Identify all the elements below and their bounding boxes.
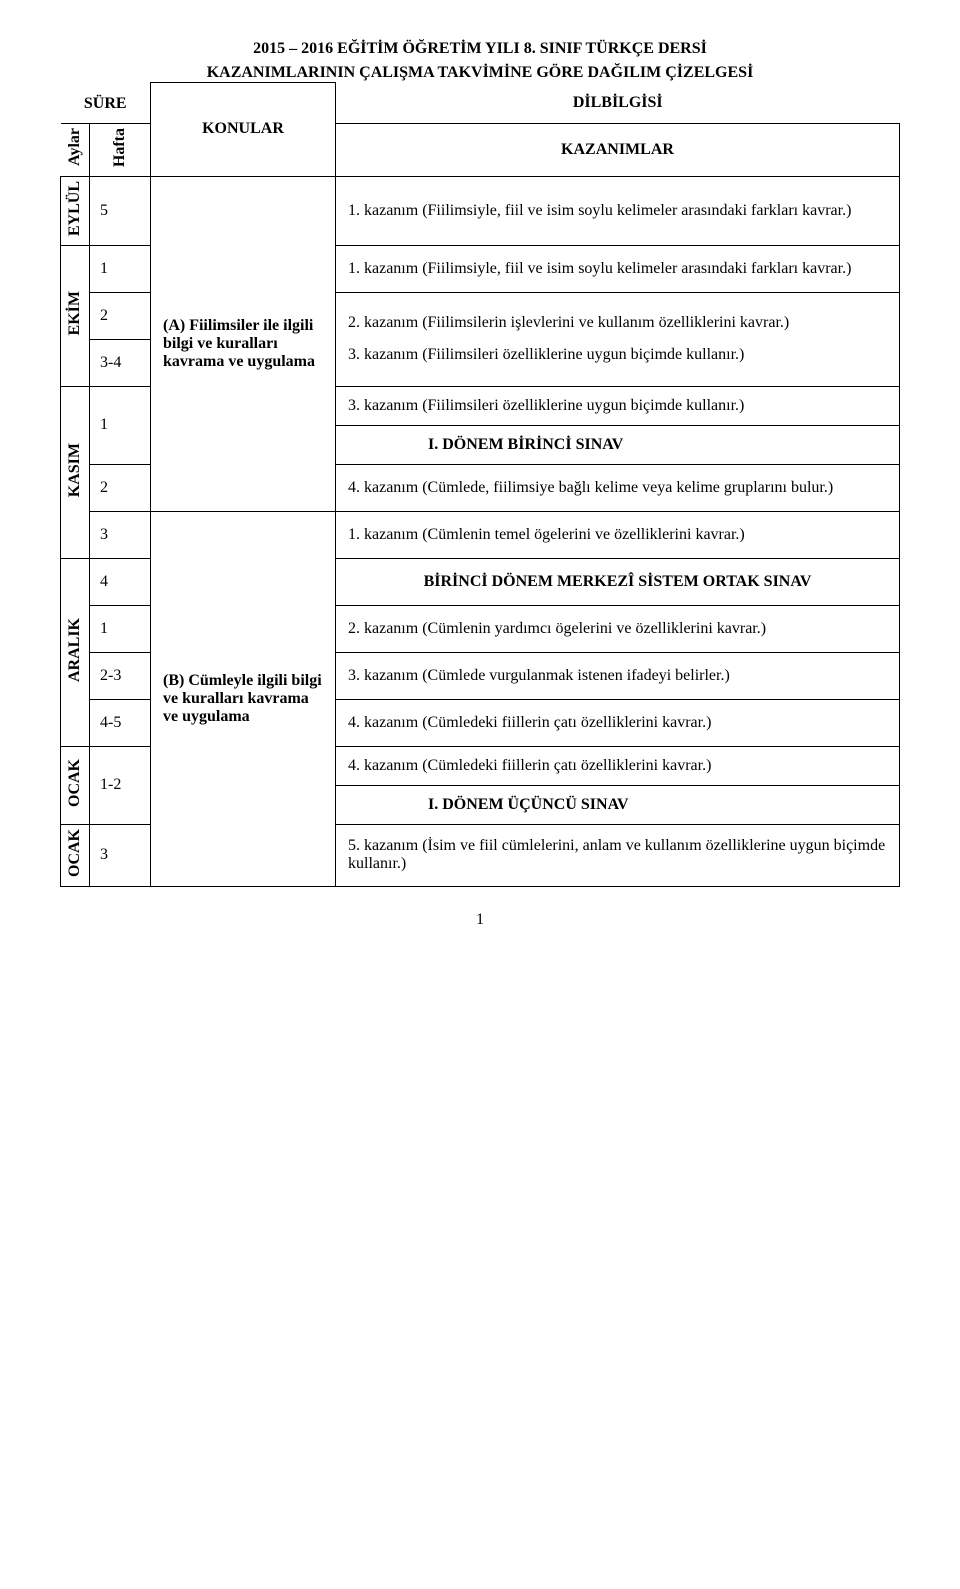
ocak2-text: OCAK [66, 829, 84, 877]
kaz-23: 2. kazanım (Fiilimsilerin işlevlerini ve… [336, 292, 900, 386]
exam-1: I. DÖNEM BİRİNCİ SINAV [336, 425, 900, 464]
week-34: 3-4 [90, 339, 151, 386]
header-dilbilgisi: DİLBİLGİSİ [336, 83, 900, 124]
page-number: 1 [60, 911, 900, 929]
kaz-c4b: 4. kazanım (Cümledeki fiillerin çatı öze… [336, 746, 900, 785]
month-ekim: EKİM [61, 245, 90, 386]
aylar-text: Aylar [66, 128, 84, 166]
week-4: 4 [90, 558, 151, 605]
topic-b: (B) Cümleyle ilgili bilgi ve kuralları k… [151, 511, 336, 886]
ekim-text: EKİM [66, 291, 84, 335]
kaz-4: 4. kazanım (Cümlede, fiilimsiye bağlı ke… [336, 464, 900, 511]
ocak1-text: OCAK [66, 759, 84, 807]
sure-label: SÜRE [84, 95, 127, 112]
schedule-table: SÜRE KONULAR DİLBİLGİSİ Aylar Hafta KAZA… [60, 82, 900, 887]
week-23: 2-3 [90, 652, 151, 699]
header-hafta: Hafta [90, 123, 151, 176]
kaz-c2-text: 2. kazanım (Cümlenin yardımcı ögelerini … [348, 620, 887, 638]
kaz-c4-text: 4. kazanım (Cümledeki fiillerin çatı öze… [348, 714, 887, 732]
kaz-3-text: 3. kazanım (Fiilimsileri özelliklerine u… [348, 346, 887, 364]
page-title-2: KAZANIMLARININ ÇALIŞMA TAKVİMİNE GÖRE DA… [60, 64, 900, 82]
kaz-c2: 2. kazanım (Cümlenin yardımcı ögelerini … [336, 605, 900, 652]
month-eylul: EYLÜL [61, 176, 90, 245]
kasim-text: KASIM [66, 443, 84, 497]
month-ocak1: OCAK [61, 746, 90, 824]
kaz-3b: 3. kazanım (Fiilimsileri özelliklerine u… [336, 386, 900, 425]
header-aylar: Aylar [61, 123, 90, 176]
week-12: 1-2 [90, 746, 151, 824]
kaz-1-text: 1. kazanım (Fiilimsiyle, fiil ve isim so… [348, 202, 887, 220]
month-aralik: ARALIK [61, 558, 90, 746]
exam-3-text: I. DÖNEM ÜÇÜNCÜ SINAV [348, 796, 887, 814]
eylul-text: EYLÜL [66, 181, 84, 236]
week-45: 4-5 [90, 699, 151, 746]
hafta-text: Hafta [111, 128, 129, 167]
kaz-c1-text: 1. kazanım (Cümlenin temel ögelerini ve … [348, 526, 887, 544]
week-1c: 1 [90, 605, 151, 652]
week-1b: 1 [90, 386, 151, 464]
kaz-2-text: 2. kazanım (Fiilimsilerin işlevlerini ve… [348, 314, 887, 332]
month-ocak2: OCAK [61, 824, 90, 886]
header-sure: SÜRE [61, 83, 151, 124]
kaz-c5-text: 5. kazanım (İsim ve fiil cümlelerini, an… [348, 837, 887, 873]
kaz-1: 1. kazanım (Fiilimsiyle, fiil ve isim so… [336, 176, 900, 245]
kaz-c4b-text: 4. kazanım (Cümledeki fiillerin çatı öze… [348, 757, 887, 775]
kaz-3b-text: 3. kazanım (Fiilimsileri özelliklerine u… [348, 397, 887, 415]
week-1a: 1 [90, 245, 151, 292]
week-3b: 3 [90, 824, 151, 886]
kaz-c1: 1. kazanım (Cümlenin temel ögelerini ve … [336, 511, 900, 558]
kaz-c4: 4. kazanım (Cümledeki fiillerin çatı öze… [336, 699, 900, 746]
week-5: 5 [90, 176, 151, 245]
kaz-c3: 3. kazanım (Cümlede vurgulanmak istenen … [336, 652, 900, 699]
exam-1-text: I. DÖNEM BİRİNCİ SINAV [348, 436, 887, 454]
week-2a: 2 [90, 292, 151, 339]
merkezi-sinav: BİRİNCİ DÖNEM MERKEZÎ SİSTEM ORTAK SINAV [336, 558, 900, 605]
page-title-1: 2015 – 2016 EĞİTİM ÖĞRETİM YILI 8. SINIF… [60, 40, 900, 58]
kaz-c3-text: 3. kazanım (Cümlede vurgulanmak istenen … [348, 667, 887, 685]
header-kazanimlar: KAZANIMLAR [336, 123, 900, 176]
exam-3: I. DÖNEM ÜÇÜNCÜ SINAV [336, 785, 900, 824]
kaz-c5: 5. kazanım (İsim ve fiil cümlelerini, an… [336, 824, 900, 886]
aralik-text: ARALIK [66, 618, 84, 682]
topic-a: (A) Fiilimsiler ile ilgili bilgi ve kura… [151, 176, 336, 511]
week-2b: 2 [90, 464, 151, 511]
merkezi-text: BİRİNCİ DÖNEM MERKEZÎ SİSTEM ORTAK SINAV [348, 573, 887, 591]
kaz-1b: 1. kazanım (Fiilimsiyle, fiil ve isim so… [336, 245, 900, 292]
kaz-1b-text: 1. kazanım (Fiilimsiyle, fiil ve isim so… [348, 260, 887, 278]
header-konular: KONULAR [151, 83, 336, 177]
kaz-4-text: 4. kazanım (Cümlede, fiilimsiye bağlı ke… [348, 479, 887, 497]
month-kasim: KASIM [61, 386, 90, 558]
week-3: 3 [90, 511, 151, 558]
